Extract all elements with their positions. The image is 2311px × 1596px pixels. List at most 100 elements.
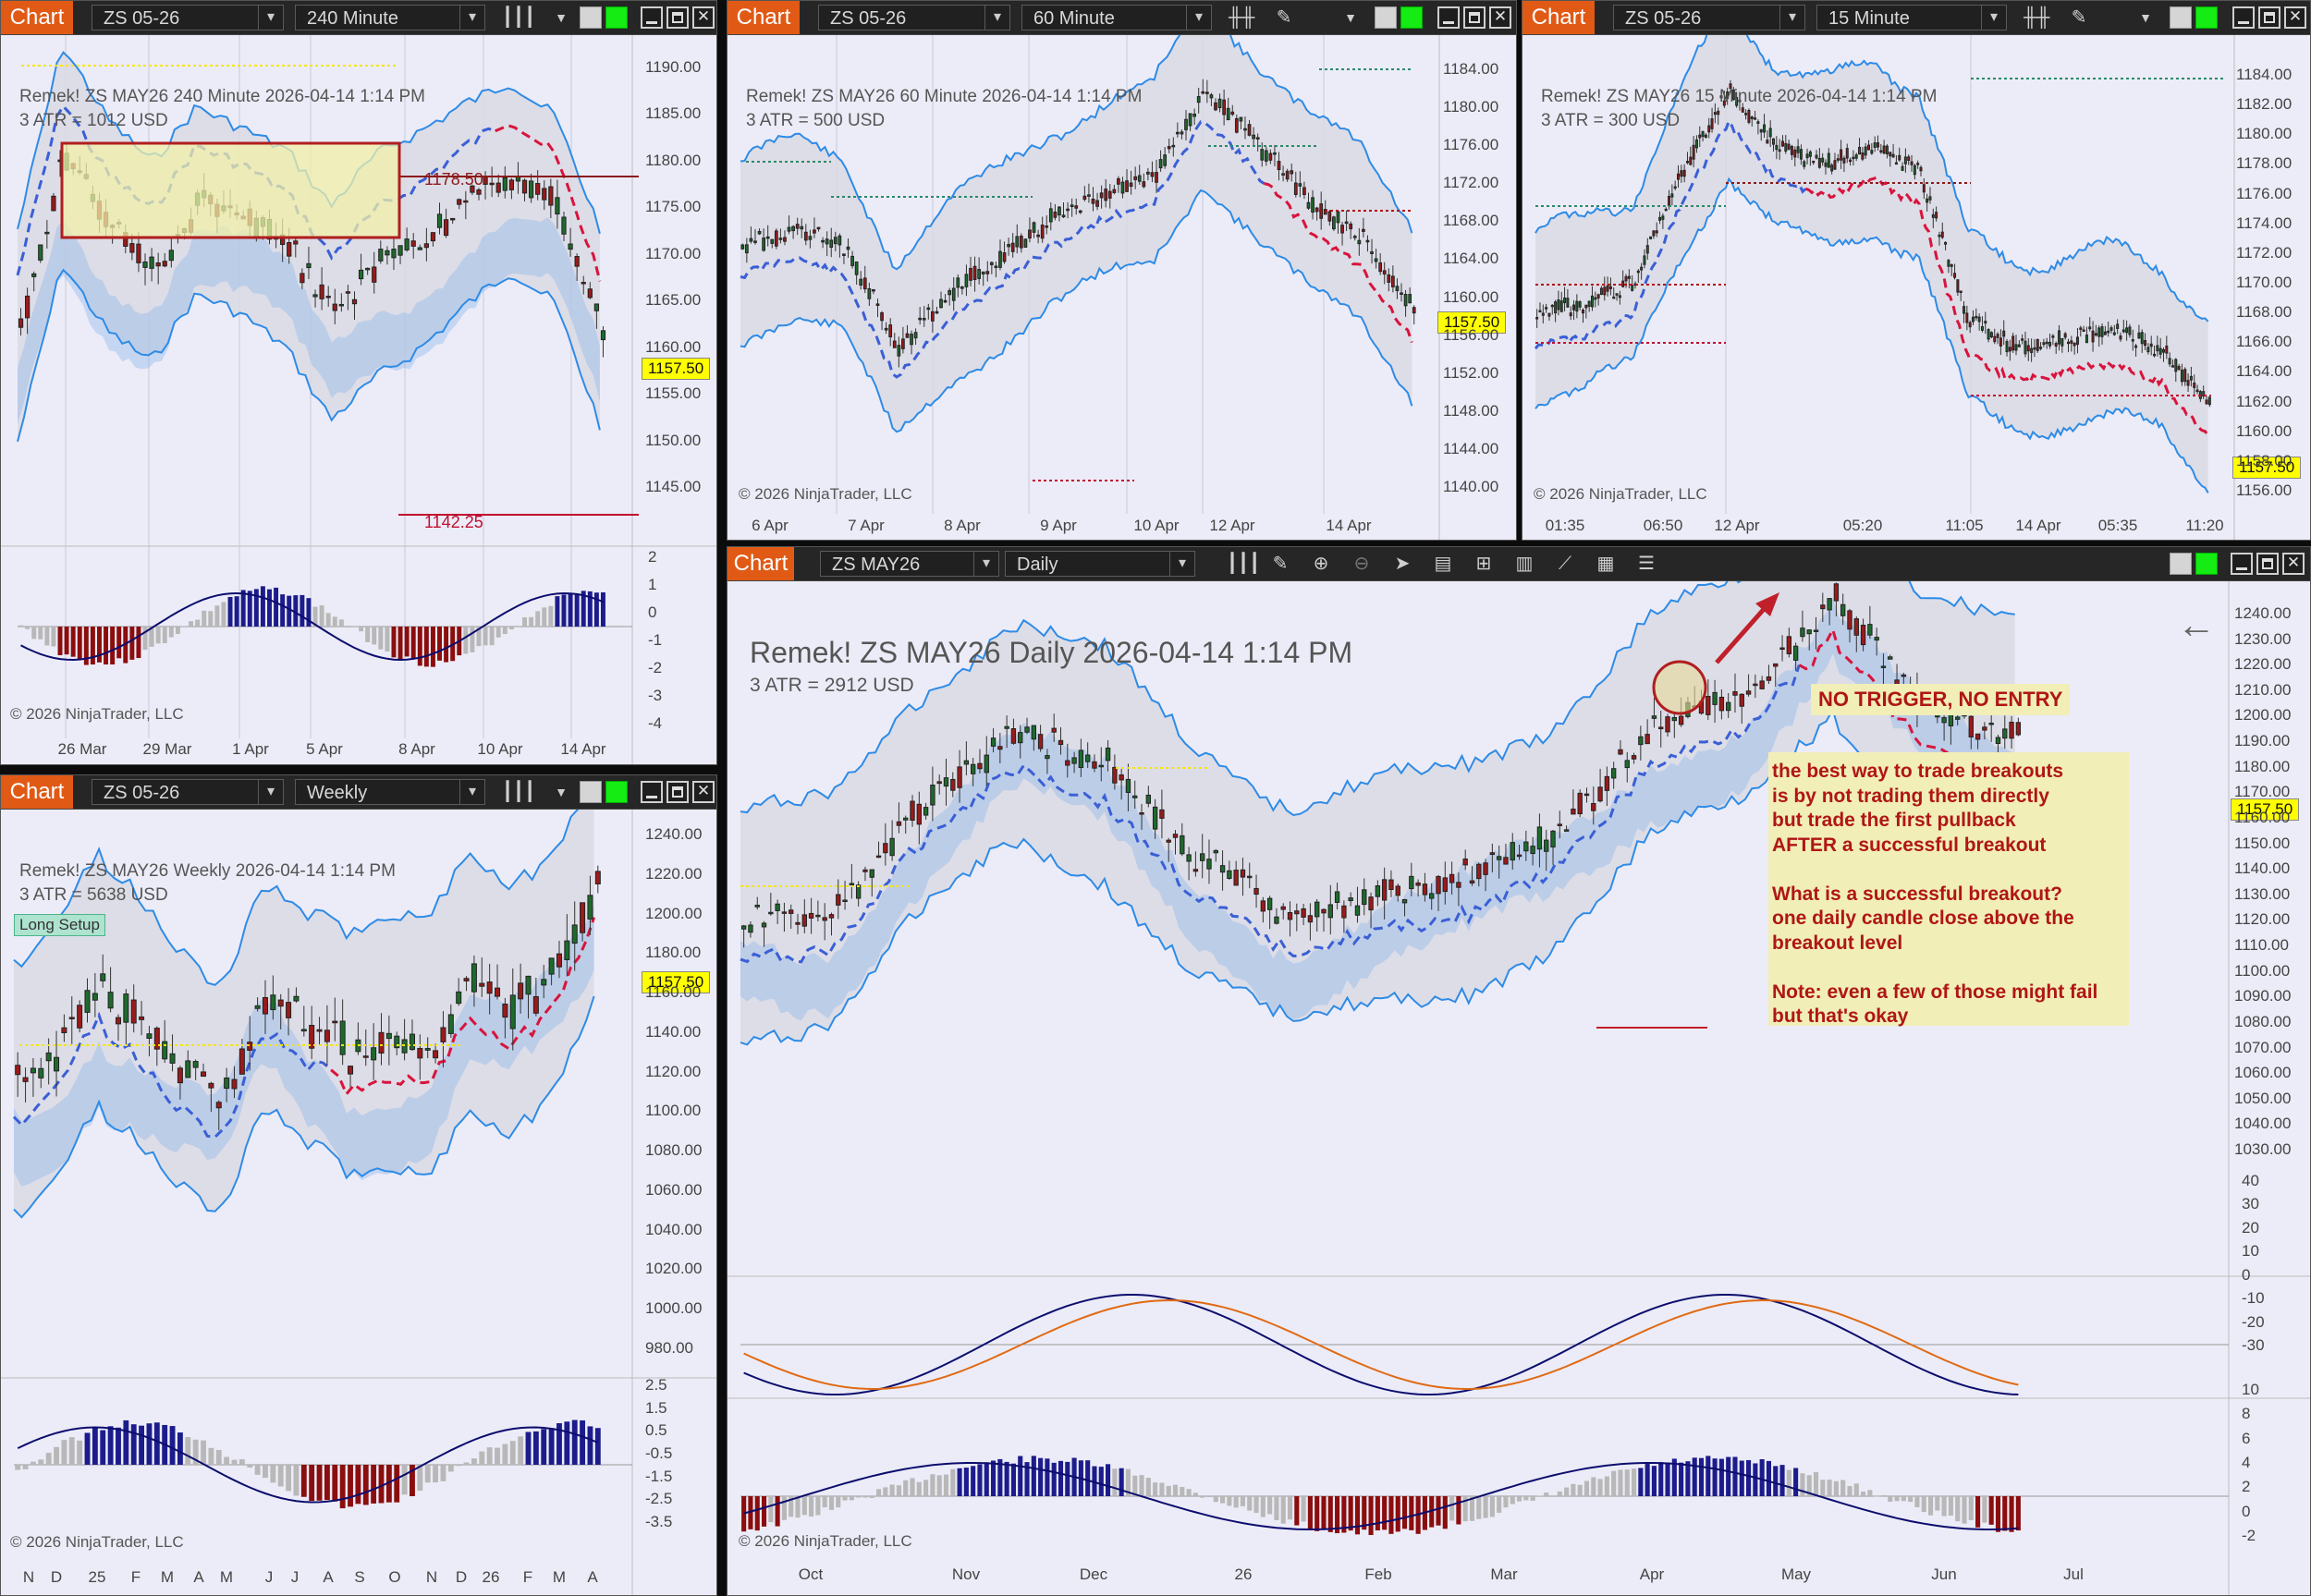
interval-selector[interactable]: 60 Minute ▾ bbox=[1021, 5, 1212, 30]
candle-body bbox=[1226, 107, 1230, 121]
plot-area[interactable] bbox=[1, 810, 716, 1595]
interval-selector[interactable]: Daily ▾ bbox=[1005, 551, 1195, 577]
chart-tab[interactable]: Chart bbox=[1522, 1, 1595, 34]
link-button[interactable] bbox=[2170, 6, 2192, 29]
tab-color-button[interactable] bbox=[2195, 553, 2218, 575]
chart-tab[interactable]: Chart bbox=[728, 547, 794, 580]
minimize-button[interactable] bbox=[1437, 6, 1460, 29]
chart-tab[interactable]: Chart bbox=[728, 1, 800, 34]
instrument-selector[interactable]: ZS 05-26 ▾ bbox=[92, 779, 284, 805]
zoom-in-icon[interactable]: ⊕ bbox=[1313, 554, 1329, 574]
close-button[interactable]: ✕ bbox=[2284, 6, 2306, 29]
candle-body bbox=[1741, 107, 1744, 113]
calculator-icon[interactable]: ▦ bbox=[1596, 554, 1615, 574]
plot-area[interactable] bbox=[1, 35, 716, 764]
tab-color-button[interactable] bbox=[605, 6, 628, 29]
tab-color-button[interactable] bbox=[605, 781, 628, 803]
candle-body bbox=[2042, 342, 2046, 346]
instrument-selector[interactable]: ZS MAY26 ▾ bbox=[820, 551, 999, 577]
candle-body bbox=[1400, 292, 1403, 295]
candle-body bbox=[2174, 359, 2178, 372]
candle-body bbox=[391, 249, 397, 259]
link-button[interactable] bbox=[580, 6, 602, 29]
close-button[interactable]: ✕ bbox=[692, 6, 715, 29]
close-button[interactable]: ✕ bbox=[2282, 553, 2305, 575]
chevron-down-icon[interactable]: ▾ bbox=[973, 552, 998, 576]
link-button[interactable] bbox=[1375, 6, 1397, 29]
histogram-bar bbox=[1564, 1487, 1570, 1496]
bars-icon[interactable]: ╫╫ bbox=[2024, 7, 2050, 28]
maximize-button[interactable] bbox=[2258, 6, 2280, 29]
pencil-icon[interactable]: ✎ bbox=[2071, 7, 2087, 28]
chevron-down-icon[interactable]: ▾ bbox=[1169, 552, 1194, 576]
strategy-icon[interactable]: ⊞ bbox=[1475, 554, 1492, 574]
back-arrow-icon[interactable]: ← bbox=[2177, 603, 2216, 646]
close-button[interactable]: ✕ bbox=[1489, 6, 1511, 29]
candle-body bbox=[600, 330, 606, 341]
candle-body bbox=[1341, 905, 1347, 919]
interval-selector[interactable]: Weekly ▾ bbox=[295, 779, 485, 805]
bars-icon[interactable]: ┃┃┃ bbox=[502, 7, 536, 28]
candle-body bbox=[1334, 891, 1340, 903]
chevron-down-icon[interactable]: ▼ bbox=[555, 10, 568, 25]
histogram-bar bbox=[1348, 1496, 1353, 1531]
candle-body bbox=[1812, 160, 1816, 164]
chevron-down-icon[interactable]: ▾ bbox=[258, 780, 283, 804]
plot-area[interactable] bbox=[728, 35, 1516, 540]
chart-tab[interactable]: Chart bbox=[1, 1, 73, 34]
instrument-selector[interactable]: ZS 05-26 ▾ bbox=[818, 5, 1010, 30]
chevron-down-icon[interactable]: ▾ bbox=[984, 6, 1009, 30]
close-button[interactable]: ✕ bbox=[692, 781, 715, 803]
candle-body bbox=[2205, 399, 2208, 405]
chevron-down-icon[interactable]: ▾ bbox=[1186, 6, 1211, 30]
chevron-down-icon[interactable]: ▾ bbox=[459, 6, 484, 30]
maximize-button[interactable] bbox=[1463, 6, 1486, 29]
candle-body bbox=[2039, 347, 2043, 349]
candle-body bbox=[1051, 727, 1057, 733]
cursor-icon[interactable]: ➤ bbox=[1394, 554, 1411, 574]
tab-color-button[interactable] bbox=[1400, 6, 1423, 29]
chevron-down-icon[interactable]: ▾ bbox=[1981, 6, 2006, 30]
minimize-button[interactable] bbox=[641, 6, 663, 29]
data-box-icon[interactable]: ▤ bbox=[1434, 554, 1452, 574]
minimize-button[interactable] bbox=[641, 781, 663, 803]
chevron-down-icon[interactable]: ▼ bbox=[1344, 10, 1357, 25]
chevron-down-icon[interactable]: ▼ bbox=[555, 785, 568, 799]
plot-area[interactable] bbox=[1522, 35, 2310, 540]
chevron-down-icon[interactable]: ▾ bbox=[459, 780, 484, 804]
maximize-button[interactable] bbox=[666, 6, 689, 29]
candle-body bbox=[2121, 329, 2125, 333]
bars-icon[interactable]: ┃┃┃ bbox=[502, 782, 536, 802]
link-button[interactable] bbox=[580, 781, 602, 803]
instrument-selector[interactable]: ZS 05-26 ▾ bbox=[1613, 5, 1805, 30]
interval-selector[interactable]: 15 Minute ▾ bbox=[1816, 5, 2007, 30]
interval-selector[interactable]: 240 Minute ▾ bbox=[295, 5, 485, 30]
bars-icon[interactable]: ┃┃┃ bbox=[1227, 554, 1261, 574]
pencil-icon[interactable]: ✎ bbox=[1276, 7, 1292, 28]
plot-area[interactable] bbox=[728, 581, 2310, 1595]
instrument-selector[interactable]: ZS 05-26 ▾ bbox=[92, 5, 284, 30]
candle-body bbox=[1158, 159, 1163, 169]
histogram-bar bbox=[1335, 1496, 1340, 1534]
minimize-button[interactable] bbox=[2232, 6, 2255, 29]
maximize-button[interactable] bbox=[2256, 553, 2279, 575]
minimize-button[interactable] bbox=[2231, 553, 2253, 575]
bars-icon[interactable]: ╫╫ bbox=[1229, 7, 1255, 28]
link-button[interactable] bbox=[2170, 553, 2192, 575]
indicator-icon[interactable]: ▥ bbox=[1515, 554, 1534, 574]
candle-body bbox=[849, 883, 855, 885]
tab-color-button[interactable] bbox=[2195, 6, 2218, 29]
zoom-out-icon[interactable]: ⊖ bbox=[1353, 554, 1370, 574]
maximize-button[interactable] bbox=[666, 781, 689, 803]
candle-body bbox=[781, 911, 788, 914]
lower-band-line bbox=[17, 268, 601, 443]
chevron-down-icon[interactable]: ▾ bbox=[258, 6, 283, 30]
chevron-down-icon[interactable]: ▼ bbox=[2139, 10, 2152, 25]
drawing-tool-icon[interactable]: ⟋ bbox=[1559, 554, 1571, 574]
candle-body bbox=[1916, 163, 1920, 165]
pencil-icon[interactable]: ✎ bbox=[1272, 554, 1289, 574]
list-icon[interactable]: ☰ bbox=[1638, 554, 1655, 574]
chevron-down-icon[interactable]: ▾ bbox=[1779, 6, 1804, 30]
chart-tab[interactable]: Chart bbox=[1, 775, 73, 809]
histogram-bar bbox=[57, 627, 63, 655]
